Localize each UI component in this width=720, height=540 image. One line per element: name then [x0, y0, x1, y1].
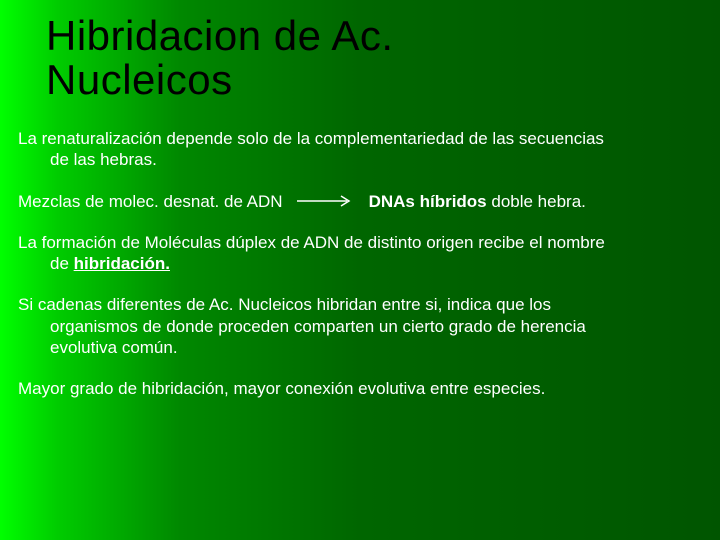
para4-line3: evolutiva común.	[18, 337, 702, 358]
arrow-icon	[297, 191, 355, 212]
row2-right: DNAs híbridos doble hebra.	[369, 191, 586, 212]
slide-content: La renaturalización depende solo de la c…	[0, 102, 720, 399]
para4-line2: organismos de donde proceden comparten u…	[18, 316, 702, 337]
paragraph-3: La formación de Moléculas dúplex de ADN …	[18, 232, 702, 275]
row2-right-rest: doble hebra.	[487, 192, 586, 211]
para1-line2: de las hebras.	[18, 149, 702, 170]
para3-line2: de hibridación.	[18, 253, 702, 274]
slide-title: Hibridacion de Ac. Nucleicos	[0, 0, 720, 102]
row2-right-bold: DNAs híbridos	[369, 192, 487, 211]
para3-bold: hibridación.	[74, 254, 170, 273]
paragraph-5: Mayor grado de hibridación, mayor conexi…	[18, 378, 702, 399]
paragraph-2-row: Mezclas de molec. desnat. de ADN DNAs hí…	[18, 191, 702, 212]
para3-line1: La formación de Moléculas dúplex de ADN …	[18, 233, 605, 252]
paragraph-1: La renaturalización depende solo de la c…	[18, 128, 702, 171]
title-line-2: Nucleicos	[46, 56, 233, 103]
row2-left: Mezclas de molec. desnat. de ADN	[18, 191, 283, 212]
para4-line1: Si cadenas diferentes de Ac. Nucleicos h…	[18, 295, 551, 314]
para5-text: Mayor grado de hibridación, mayor conexi…	[18, 379, 545, 398]
paragraph-4: Si cadenas diferentes de Ac. Nucleicos h…	[18, 294, 702, 358]
title-line-1: Hibridacion de Ac.	[46, 12, 394, 59]
para1-line1: La renaturalización depende solo de la c…	[18, 129, 604, 148]
